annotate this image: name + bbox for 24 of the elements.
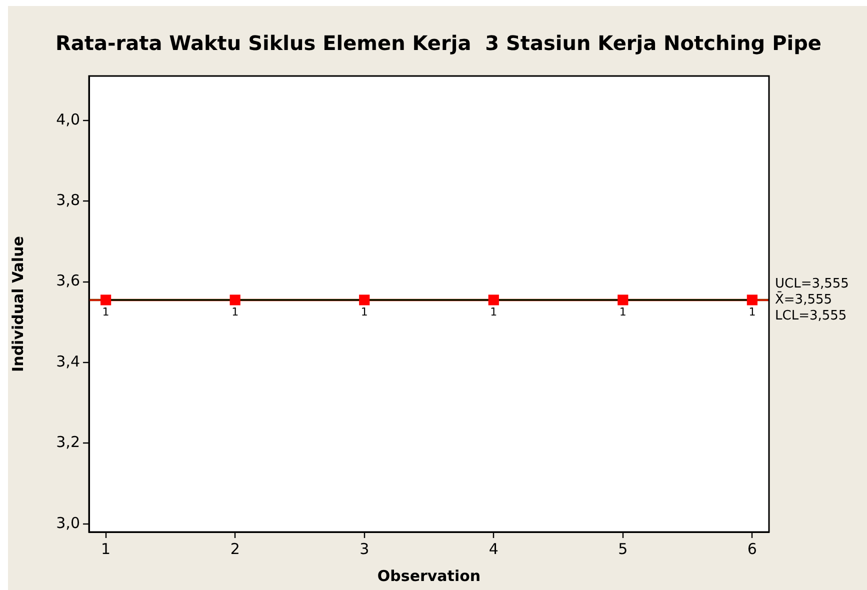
- y-tick-label: 3,8: [56, 190, 80, 209]
- ref-line-label: X̄=3,555: [775, 290, 832, 308]
- annotation: 1: [748, 305, 756, 318]
- chart-title: Rata-rata Waktu Siklus Elemen Kerja 3 Stasiun Kerja Notching Pipe: [56, 31, 822, 56]
- y-tick-label: 3,2: [56, 433, 80, 452]
- x-tick-label: 4: [488, 540, 498, 558]
- y-axis-title: Individual Value: [8, 236, 27, 372]
- y-tick-label: 3,4: [56, 352, 80, 370]
- annotation: 1: [102, 305, 110, 318]
- x-tick-label: 2: [230, 540, 240, 558]
- x-tick-label: 3: [360, 540, 370, 558]
- y-tick-label: 4,0: [56, 110, 80, 128]
- y-tick-label: 3,6: [56, 272, 80, 290]
- ref-line-label: LCL=3,555: [775, 308, 847, 324]
- y-tick-label: 3,0: [56, 514, 80, 532]
- x-tick-label: 5: [618, 540, 628, 558]
- annotation: 1: [490, 305, 498, 318]
- annotation: 1: [232, 305, 239, 318]
- x-tick-label: 6: [747, 540, 757, 558]
- x-tick-label: 1: [101, 540, 111, 558]
- ref-line-label: UCL=3,555: [775, 276, 849, 292]
- annotation: 1: [360, 305, 368, 318]
- x-axis-title: Observation: [377, 566, 481, 585]
- annotation: 1: [619, 305, 626, 318]
